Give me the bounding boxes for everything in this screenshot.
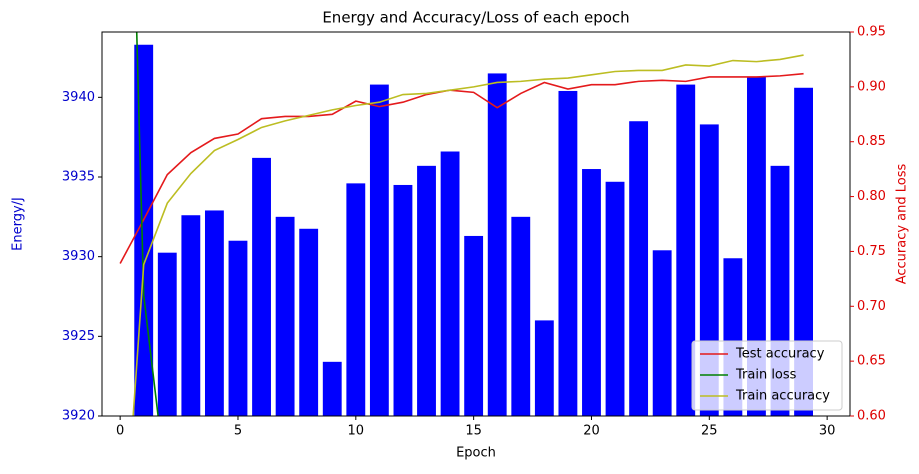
- bar: [629, 121, 649, 416]
- y-axis-label: Energy/J: [11, 197, 26, 251]
- y2-tick-label: 0.85: [857, 134, 886, 149]
- bar: [558, 90, 578, 416]
- bar: [275, 216, 295, 416]
- bar: [534, 320, 554, 416]
- x-tick-label: 0: [116, 424, 124, 439]
- y-tick-label: 3925: [62, 329, 95, 344]
- legend-label: Train loss: [735, 368, 797, 383]
- bar: [487, 73, 507, 416]
- chart-title: Energy and Accuracy/Loss of each epoch: [322, 9, 629, 27]
- y2-tick-label: 0.65: [857, 354, 886, 369]
- bar: [299, 228, 319, 416]
- x-tick-label: 10: [348, 424, 365, 439]
- legend-label: Test accuracy: [735, 347, 825, 362]
- x-tick-label: 20: [583, 424, 600, 439]
- y2-tick-label: 0.75: [857, 244, 886, 259]
- bar: [464, 235, 484, 416]
- bar: [652, 250, 672, 416]
- y-tick-label: 3935: [62, 169, 95, 184]
- y-tick-label: 3940: [62, 90, 95, 105]
- y2-tick-label: 0.60: [857, 409, 886, 424]
- bar: [440, 151, 460, 416]
- x-tick-label: 25: [701, 424, 718, 439]
- x-tick-label: 15: [465, 424, 482, 439]
- y-tick-label: 3920: [62, 409, 95, 424]
- x-tick-label: 5: [234, 424, 242, 439]
- plot-frame: [101, 31, 851, 417]
- bar: [393, 184, 413, 416]
- plot-area: [119, 32, 814, 416]
- bar: [157, 252, 177, 416]
- y-tick-label: 3930: [62, 249, 95, 264]
- bar: [252, 157, 271, 416]
- bar: [794, 87, 814, 416]
- y2-tick-label: 0.70: [857, 299, 886, 314]
- bar: [747, 76, 766, 416]
- y2-tick-label: 0.90: [857, 79, 886, 94]
- bar: [582, 169, 601, 416]
- x-tick-label: 30: [819, 424, 836, 439]
- y2-tick-label: 0.80: [857, 189, 886, 204]
- legend-box: [691, 340, 843, 411]
- bar: [417, 165, 436, 416]
- legend-label: Train accuracy: [735, 389, 830, 404]
- bar: [346, 183, 366, 416]
- y2-axis-label: Accuracy and Loss: [895, 163, 910, 284]
- bar: [322, 361, 342, 416]
- line: [119, 72, 804, 264]
- line: [132, 54, 804, 416]
- bar: [369, 84, 389, 416]
- x-axis-label: Epoch: [456, 446, 496, 461]
- bar: [511, 216, 531, 416]
- bar: [605, 181, 625, 416]
- bar: [204, 210, 224, 416]
- bar: [676, 84, 696, 416]
- bar: [228, 240, 248, 416]
- y2-tick-label: 0.95: [857, 25, 886, 40]
- bar: [181, 215, 201, 416]
